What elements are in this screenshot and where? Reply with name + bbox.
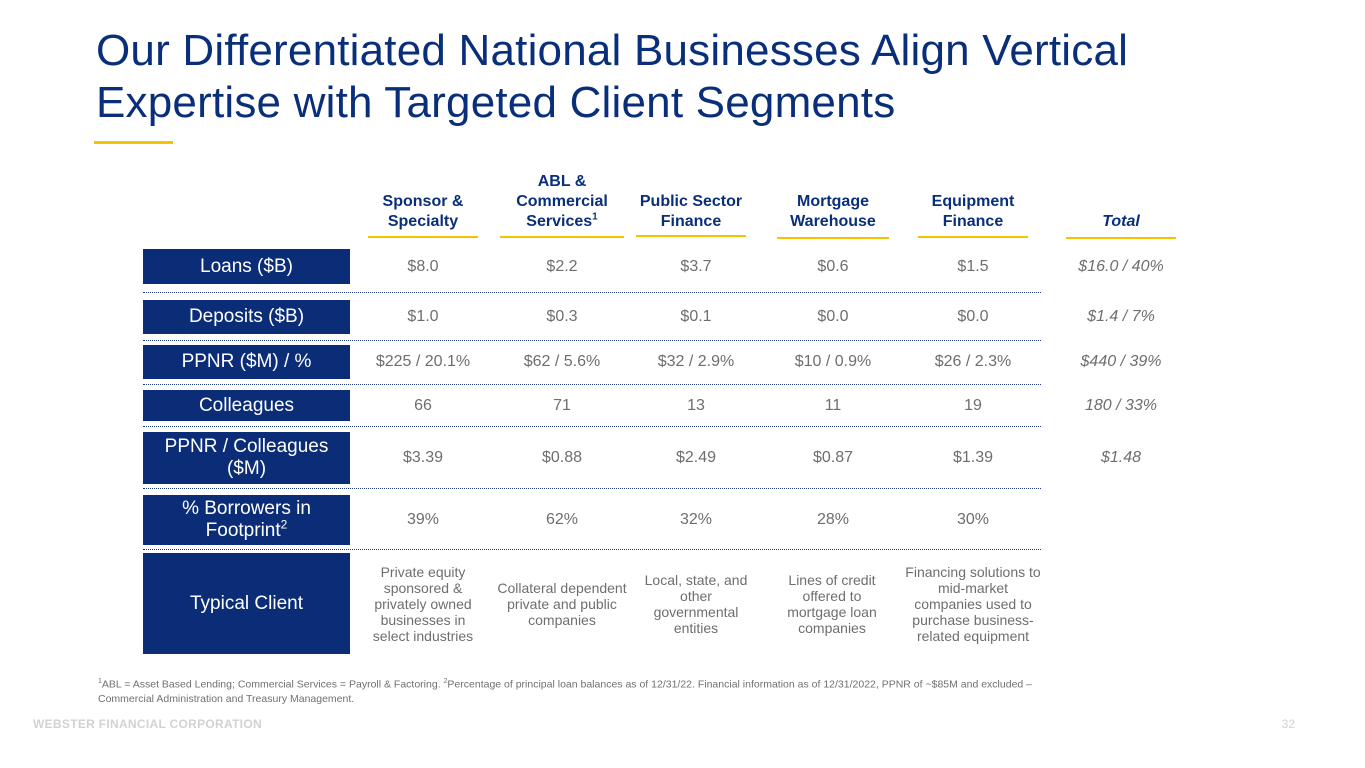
table-cell: $0.87	[812, 449, 854, 466]
column-header-total: Total	[1102, 213, 1140, 230]
column-header-public-sector: Public Sector Finance	[639, 193, 743, 230]
page-number: 32	[1281, 717, 1295, 731]
table-cell: $1.0	[407, 308, 439, 325]
row-divider	[143, 384, 1041, 385]
table-cell: 66	[414, 396, 432, 414]
row-label-loans: Loans ($B)	[143, 249, 350, 284]
table-cell: $225 / 20.1%	[375, 353, 471, 370]
table-cell: 62%	[545, 511, 579, 528]
row-divider	[143, 488, 1041, 489]
table-cell: $32 / 2.9%	[657, 353, 735, 370]
table-cell-client: Private equity sponsored & privately own…	[372, 563, 474, 644]
row-label-deposits: Deposits ($B)	[143, 300, 350, 334]
row-label-ppnr-per-colleague: PPNR / Colleagues ($M)	[143, 432, 350, 484]
table-cell-client: Local, state, and other governmental ent…	[644, 571, 748, 636]
column-header-abl-commercial: ABL & Commercial Services1	[516, 173, 608, 230]
table-cell: 28%	[816, 511, 850, 528]
column-header-mortgage-warehouse: Mortgage Warehouse	[790, 193, 876, 230]
column-header-rule	[636, 235, 746, 237]
row-label-borrowers-in-footprint: % Borrowers in Footprint2	[143, 495, 350, 545]
table-cell-total: 180 / 33%	[1084, 396, 1158, 414]
table-cell: $0.0	[957, 308, 989, 325]
table-cell-total: $1.4 / 7%	[1087, 308, 1155, 325]
table-cell: $2.2	[546, 257, 578, 275]
column-header-rule	[500, 236, 624, 238]
table-cell: $2.49	[675, 449, 717, 466]
row-divider	[143, 426, 1041, 427]
column-header-equipment-finance: Equipment Finance	[931, 193, 1015, 230]
table-cell: $62 / 5.6%	[523, 353, 601, 370]
title-accent-rule	[94, 141, 173, 144]
table-cell: $0.1	[680, 308, 712, 325]
table-cell-total: $440 / 39%	[1080, 353, 1162, 370]
table-cell: 19	[964, 396, 982, 414]
column-header-rule	[368, 236, 478, 238]
column-header-rule	[918, 236, 1028, 238]
column-header-rule	[777, 237, 889, 239]
row-divider	[143, 292, 1041, 293]
table-cell: $0.6	[817, 257, 849, 275]
table-cell: $26 / 2.3%	[934, 353, 1012, 370]
corporation-name: WEBSTER FINANCIAL CORPORATION	[33, 717, 262, 731]
table-cell: $8.0	[407, 257, 439, 275]
row-divider	[143, 549, 1041, 550]
row-label-colleagues: Colleagues	[143, 390, 350, 421]
table-cell-client: Lines of credit offered to mortgage loan…	[787, 571, 877, 636]
table-cell-client: Collateral dependent private and public …	[497, 579, 627, 628]
table-cell: 71	[553, 396, 571, 414]
table-cell: 30%	[956, 511, 990, 528]
column-header-rule	[1066, 237, 1176, 239]
table-cell: $10 / 0.9%	[794, 353, 872, 370]
table-cell: 39%	[406, 511, 440, 528]
table-cell: $3.7	[680, 257, 712, 275]
table-cell: $1.5	[957, 257, 989, 275]
column-header-sponsor-specialty: Sponsor & Specialty	[382, 193, 464, 230]
row-divider	[143, 340, 1041, 341]
table-cell: 11	[824, 396, 842, 414]
row-label-typical-client: Typical Client	[143, 553, 350, 654]
table-cell-client: Financing solutions to mid-market compan…	[905, 563, 1041, 644]
table-cell-total: $16.0 / 40%	[1078, 257, 1164, 275]
footnote: 1ABL = Asset Based Lending; Commercial S…	[98, 678, 1033, 705]
table-cell: 32%	[679, 511, 713, 528]
table-cell: $3.39	[402, 449, 444, 466]
row-label-ppnr: PPNR ($M) / %	[143, 345, 350, 379]
table-cell: $0.0	[817, 308, 849, 325]
table-cell: $0.3	[546, 308, 578, 325]
table-cell-total: $1.48	[1100, 449, 1142, 466]
table-cell: $1.39	[952, 449, 994, 466]
table-cell: 13	[687, 396, 705, 414]
table-cell: $0.88	[541, 449, 583, 466]
page-title: Our Differentiated National Businesses A…	[96, 26, 1129, 127]
